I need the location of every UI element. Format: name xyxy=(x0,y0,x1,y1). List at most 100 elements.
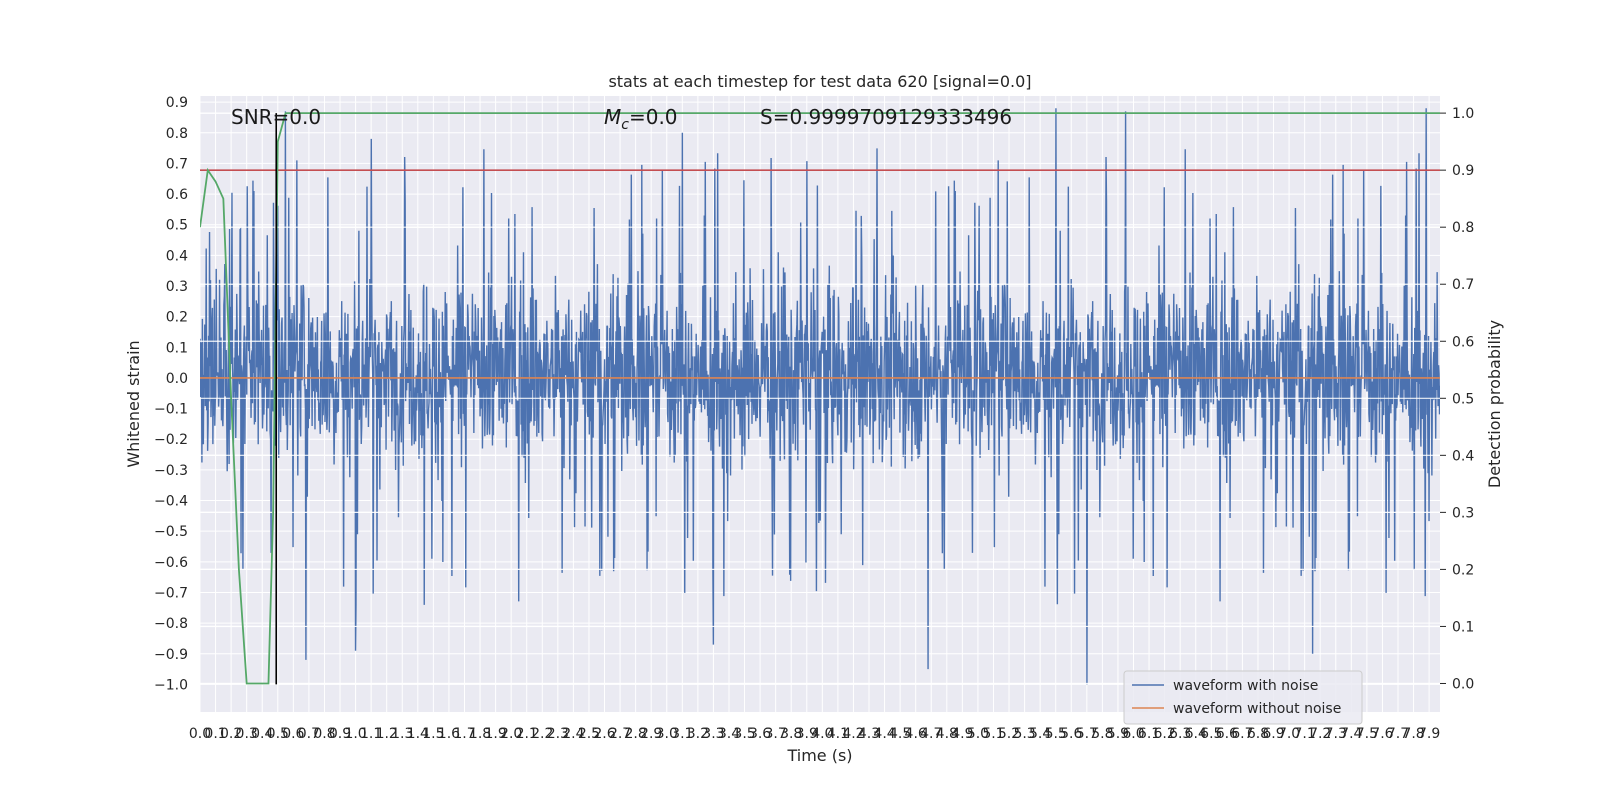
y-tick-label: −0.8 xyxy=(154,616,188,632)
x-tick-label: 0.6 xyxy=(282,726,304,742)
x-tick-label: 3.1 xyxy=(671,726,693,742)
y-tick-label: 0.8 xyxy=(166,126,188,142)
y-tick-label: −0.6 xyxy=(154,555,188,571)
x-tick-label: 2.0 xyxy=(500,726,522,742)
x-tick-label: 2.1 xyxy=(516,726,538,742)
x-tick-label: 4.9 xyxy=(951,726,973,742)
x-tick-label: 7.2 xyxy=(1309,726,1331,742)
x-tick-label: 4.1 xyxy=(827,726,849,742)
y-tick-label: −1.0 xyxy=(154,677,188,693)
x-tick-label: 7.0 xyxy=(1278,726,1300,742)
x-tick-label: 7.4 xyxy=(1340,726,1362,742)
x-tick-label: 7.3 xyxy=(1325,726,1347,742)
x-tick-label: 0.7 xyxy=(298,726,320,742)
y-axis-label: Whitened strain xyxy=(124,340,143,467)
y-tick-label: 0.6 xyxy=(166,187,188,203)
chart-title: stats at each timestep for test data 620… xyxy=(608,72,1031,91)
x-tick-label: 6.8 xyxy=(1247,726,1269,742)
x-tick-label: 4.2 xyxy=(842,726,864,742)
x-tick-label: 7.6 xyxy=(1371,726,1393,742)
x-tick-label: 5.2 xyxy=(998,726,1020,742)
x-tick-label: 0.5 xyxy=(267,726,289,742)
y2-tick-label: 0.6 xyxy=(1452,334,1474,350)
x-tick-label: 5.5 xyxy=(1045,726,1067,742)
y-tick-label: −0.3 xyxy=(154,463,188,479)
x-tick-label: 6.1 xyxy=(1138,726,1160,742)
x-tick-label: 4.8 xyxy=(936,726,958,742)
x-tick-label: 5.4 xyxy=(1029,726,1051,742)
x-tick-label: 7.9 xyxy=(1418,726,1440,742)
y-tick-label: 0.9 xyxy=(166,95,188,111)
x-tick-label: 3.4 xyxy=(718,726,740,742)
y-tick-label: −0.4 xyxy=(154,494,188,510)
y-tick-label: 0.1 xyxy=(166,340,188,356)
x-tick-label: 1.2 xyxy=(376,726,398,742)
y-tick-label: −0.9 xyxy=(154,647,188,663)
x-tick-label: 5.6 xyxy=(1060,726,1082,742)
series-waveform-with-noise xyxy=(200,108,1440,685)
legend-label-noise: waveform with noise xyxy=(1173,678,1318,694)
x-tick-label: 6.5 xyxy=(1200,726,1222,742)
x-tick-label: 7.7 xyxy=(1387,726,1409,742)
y2-tick-label: 0.3 xyxy=(1452,505,1474,521)
x-tick-label: 1.6 xyxy=(438,726,460,742)
x-tick-label: 0.3 xyxy=(236,726,258,742)
y2-tick-label: 0.4 xyxy=(1452,448,1474,464)
y-tick-label: 0.2 xyxy=(166,310,188,326)
x-tick-label: 5.8 xyxy=(1091,726,1113,742)
y-tick-label: 0.0 xyxy=(166,371,188,387)
y2-tick-label: 0.7 xyxy=(1452,277,1474,293)
x-tick-label: 5.3 xyxy=(1013,726,1035,742)
x-tick-label: 7.8 xyxy=(1402,726,1424,742)
x-tick-label: 0.1 xyxy=(204,726,226,742)
x-tick-label: 1.4 xyxy=(407,726,429,742)
x-tick-label: 3.0 xyxy=(656,726,678,742)
y-tick-label: −0.5 xyxy=(154,524,188,540)
legend: waveform with noise waveform without noi… xyxy=(1123,670,1363,725)
x-tick-label: 1.8 xyxy=(469,726,491,742)
x-tick-label: 2.9 xyxy=(640,726,662,742)
x-tick-label: 1.9 xyxy=(484,726,506,742)
x-tick-label: 3.3 xyxy=(702,726,724,742)
x-tick-label: 6.3 xyxy=(1169,726,1191,742)
annotation-score: S=0.9999709129333496 xyxy=(760,105,1012,129)
annotation-snr: SNR=0.0 xyxy=(231,105,321,129)
y2-tick-label: 0.2 xyxy=(1452,562,1474,578)
y-tick-label: 0.3 xyxy=(166,279,188,295)
y2-tick-label: 0.0 xyxy=(1452,676,1474,692)
x-tick-label: 0.9 xyxy=(329,726,351,742)
x-tick-label: 6.4 xyxy=(1185,726,1207,742)
x-tick-label: 3.9 xyxy=(796,726,818,742)
x-tick-label: 0.4 xyxy=(251,726,273,742)
x-tick-label: 4.7 xyxy=(920,726,942,742)
x-tick-label: 5.0 xyxy=(967,726,989,742)
legend-label-clean: waveform without noise xyxy=(1173,701,1341,717)
x-tick-label: 4.3 xyxy=(858,726,880,742)
x-tick-label: 3.6 xyxy=(749,726,771,742)
x-tick-label: 3.2 xyxy=(687,726,709,742)
x-tick-label: 0.8 xyxy=(313,726,335,742)
x-tick-label: 7.5 xyxy=(1356,726,1378,742)
x-tick-label: 2.5 xyxy=(578,726,600,742)
x-tick-label: 2.7 xyxy=(609,726,631,742)
y2-tick-label: 0.1 xyxy=(1452,619,1474,635)
x-tick-label: 2.6 xyxy=(593,726,615,742)
x-tick-label: 6.7 xyxy=(1231,726,1253,742)
y2-axis-label: Detection probability xyxy=(1485,320,1504,488)
x-tick-label: 0.0 xyxy=(189,726,211,742)
x-tick-label: 0.2 xyxy=(220,726,242,742)
x-tick-label: 2.8 xyxy=(625,726,647,742)
y-tick-label: −0.2 xyxy=(154,432,188,448)
x-axis-ticks: 0.00.10.20.30.40.50.60.70.80.91.01.11.21… xyxy=(189,726,1440,742)
y-tick-label: 0.4 xyxy=(166,248,188,264)
x-tick-label: 5.9 xyxy=(1107,726,1129,742)
y-tick-label: −0.7 xyxy=(154,585,188,601)
y2-axis-ticks: 1.0 0.9 0.8 0.7 0.6 0.5 0.4 0.3 0.2 0.1 0.0 xyxy=(1440,106,1474,692)
y-tick-label: 0.7 xyxy=(166,156,188,172)
x-tick-label: 7.1 xyxy=(1294,726,1316,742)
x-tick-label: 4.4 xyxy=(873,726,895,742)
x-tick-label: 4.6 xyxy=(905,726,927,742)
x-tick-label: 1.0 xyxy=(344,726,366,742)
x-tick-label: 2.2 xyxy=(531,726,553,742)
